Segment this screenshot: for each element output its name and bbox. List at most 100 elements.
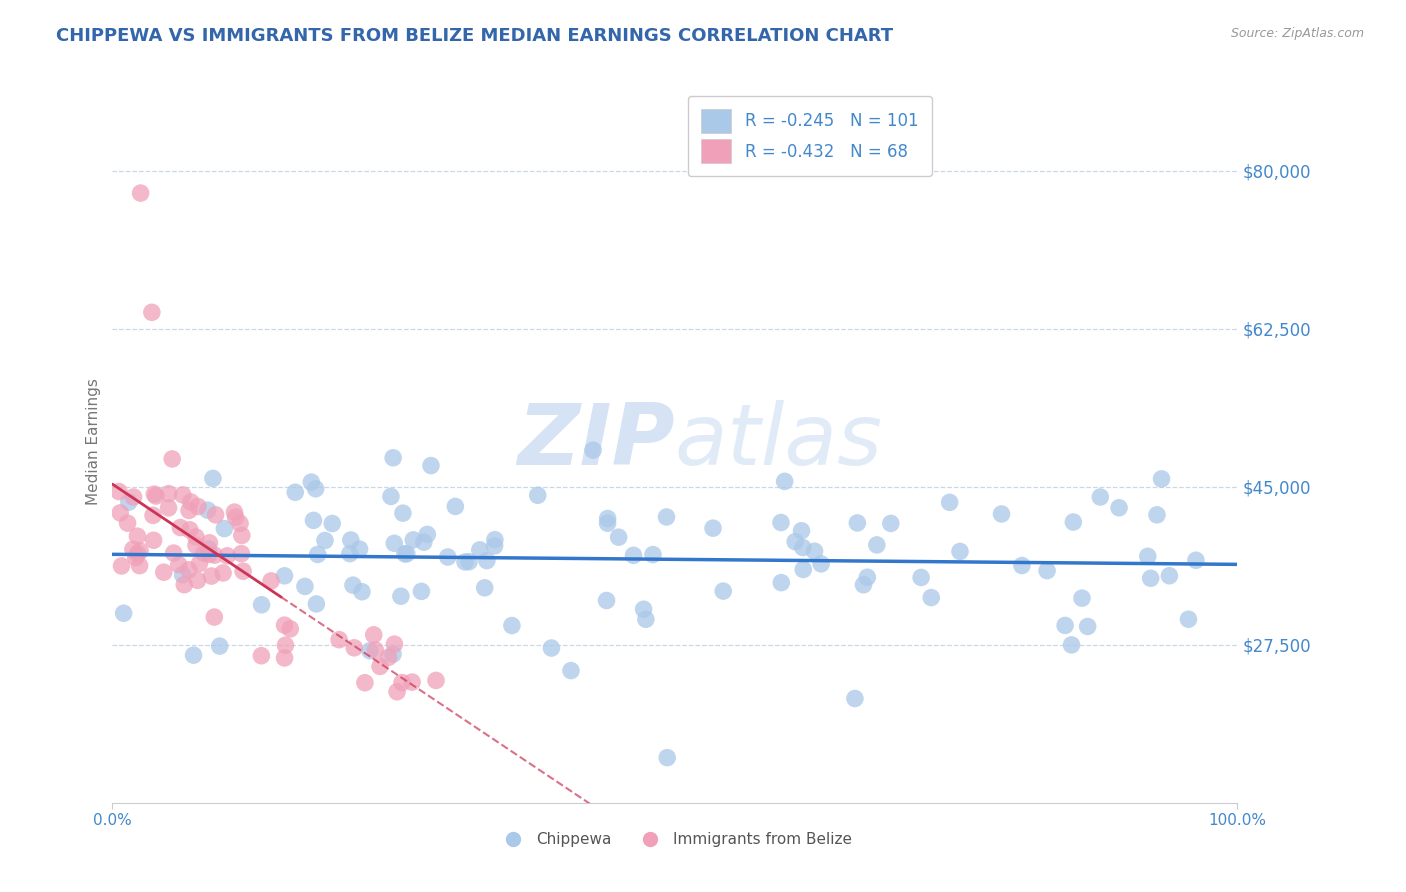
- Point: [328, 632, 350, 647]
- Point: [340, 533, 363, 547]
- Point: [484, 539, 506, 553]
- Point: [540, 640, 562, 655]
- Point: [343, 640, 366, 655]
- Point: [198, 536, 221, 550]
- Text: ZIP: ZIP: [517, 400, 675, 483]
- Point: [177, 563, 200, 577]
- Point: [127, 529, 149, 543]
- Point: [411, 584, 433, 599]
- Point: [152, 565, 174, 579]
- Point: [454, 555, 477, 569]
- Point: [197, 541, 219, 556]
- Point: [852, 578, 875, 592]
- Point: [436, 549, 458, 564]
- Point: [866, 538, 889, 552]
- Point: [391, 675, 413, 690]
- Point: [177, 503, 200, 517]
- Point: [141, 305, 163, 319]
- Legend: Chippewa, Immigrants from Belize: Chippewa, Immigrants from Belize: [492, 826, 858, 853]
- Point: [1150, 472, 1173, 486]
- Point: [231, 547, 253, 561]
- Point: [596, 516, 619, 531]
- Point: [412, 535, 434, 549]
- Point: [359, 644, 381, 658]
- Point: [198, 548, 221, 562]
- Point: [250, 648, 273, 663]
- Point: [354, 675, 377, 690]
- Point: [273, 651, 295, 665]
- Point: [183, 648, 205, 663]
- Point: [395, 547, 418, 561]
- Point: [307, 548, 329, 562]
- Point: [770, 575, 793, 590]
- Point: [1177, 612, 1199, 626]
- Point: [160, 452, 183, 467]
- Point: [129, 544, 152, 558]
- Point: [1036, 564, 1059, 578]
- Point: [118, 495, 141, 509]
- Point: [193, 546, 215, 560]
- Point: [142, 508, 165, 523]
- Point: [1077, 619, 1099, 633]
- Point: [162, 546, 184, 560]
- Point: [856, 570, 879, 584]
- Point: [633, 602, 655, 616]
- Point: [711, 584, 734, 599]
- Point: [792, 562, 814, 576]
- Point: [416, 527, 439, 541]
- Point: [368, 659, 391, 673]
- Point: [184, 530, 207, 544]
- Point: [127, 547, 149, 561]
- Point: [260, 574, 283, 588]
- Point: [949, 544, 972, 558]
- Point: [143, 487, 166, 501]
- Point: [474, 581, 496, 595]
- Point: [402, 533, 425, 547]
- Point: [201, 471, 224, 485]
- Point: [702, 521, 724, 535]
- Point: [180, 495, 202, 509]
- Point: [167, 558, 190, 572]
- Point: [1139, 571, 1161, 585]
- Point: [110, 558, 132, 573]
- Point: [173, 577, 195, 591]
- Point: [232, 564, 254, 578]
- Point: [128, 558, 150, 573]
- Point: [458, 555, 481, 569]
- Point: [157, 486, 180, 500]
- Point: [321, 516, 343, 531]
- Point: [607, 530, 630, 544]
- Point: [389, 589, 412, 603]
- Point: [224, 505, 246, 519]
- Point: [278, 622, 301, 636]
- Point: [142, 533, 165, 548]
- Point: [208, 639, 231, 653]
- Point: [197, 503, 219, 517]
- Point: [634, 612, 657, 626]
- Point: [938, 495, 960, 509]
- Point: [655, 510, 678, 524]
- Y-axis label: Median Earnings: Median Earnings: [86, 378, 101, 505]
- Point: [314, 533, 336, 548]
- Point: [475, 553, 498, 567]
- Point: [468, 542, 491, 557]
- Point: [122, 490, 145, 504]
- Point: [792, 541, 814, 555]
- Point: [425, 673, 447, 688]
- Point: [1062, 515, 1084, 529]
- Text: CHIPPEWA VS IMMIGRANTS FROM BELIZE MEDIAN EARNINGS CORRELATION CHART: CHIPPEWA VS IMMIGRANTS FROM BELIZE MEDIA…: [56, 27, 893, 45]
- Point: [342, 578, 364, 592]
- Point: [394, 547, 416, 561]
- Point: [204, 548, 226, 562]
- Point: [302, 513, 325, 527]
- Point: [526, 488, 548, 502]
- Point: [125, 550, 148, 565]
- Point: [172, 488, 194, 502]
- Point: [172, 567, 194, 582]
- Point: [377, 650, 399, 665]
- Point: [299, 475, 322, 489]
- Point: [122, 542, 145, 557]
- Point: [214, 522, 236, 536]
- Point: [231, 528, 253, 542]
- Point: [250, 598, 273, 612]
